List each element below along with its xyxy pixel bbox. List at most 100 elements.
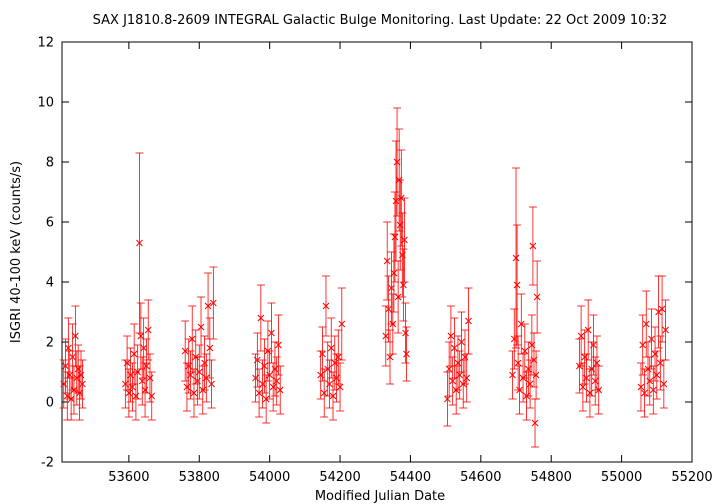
data-point (523, 392, 530, 400)
data-point (517, 320, 525, 328)
data-point (264, 347, 272, 355)
data-point (188, 335, 196, 343)
data-point (516, 386, 523, 394)
data-point (396, 221, 404, 229)
data-point (458, 338, 465, 346)
data-point (127, 371, 134, 379)
data-point (140, 344, 148, 352)
data-point (519, 374, 527, 382)
data-point (395, 176, 403, 184)
data-point (334, 353, 342, 361)
data-point (532, 371, 540, 379)
data-point (649, 386, 657, 394)
data-point (327, 344, 335, 352)
data-point (510, 335, 518, 343)
data-point (509, 371, 516, 379)
axis-ticks: 53600 53800 54000 54200 54400 54600 54800 55000… (37, 36, 712, 486)
data-point (181, 347, 189, 355)
x-tick-label: 53600 (108, 470, 149, 485)
data-point (463, 374, 471, 382)
data-point (199, 386, 207, 394)
y-tick-label: -2 (41, 456, 54, 471)
data-point (269, 383, 277, 391)
data-point (326, 380, 333, 388)
y-tick-label: 10 (37, 96, 54, 111)
data-point (276, 386, 284, 394)
x-tick-label: 54000 (249, 470, 290, 485)
data-point (125, 389, 133, 397)
y-tick-label: 8 (46, 156, 54, 171)
data-point (451, 344, 458, 352)
data-point (146, 374, 154, 382)
data-point (524, 365, 532, 373)
x-tick-label: 55200 (671, 470, 712, 485)
data-point (129, 383, 136, 391)
data-point (639, 341, 647, 349)
data-point (644, 365, 652, 373)
data-point (320, 389, 328, 397)
data-point (658, 305, 666, 313)
data-point (137, 332, 145, 340)
data-point (595, 386, 603, 394)
data-point (526, 380, 534, 388)
data-point (577, 332, 585, 340)
data-point (252, 374, 259, 382)
data-point (63, 392, 71, 400)
data-point (73, 374, 81, 382)
data-point (67, 395, 75, 403)
data-point (459, 380, 467, 388)
data-point (449, 377, 457, 385)
y-tick-label: 12 (37, 36, 54, 51)
data-point (382, 332, 390, 340)
data-point (576, 362, 583, 370)
y-tick-label: 6 (46, 216, 54, 231)
data-point (528, 341, 536, 349)
data-point (400, 281, 407, 289)
data-point (447, 332, 455, 340)
data-point (521, 347, 529, 355)
data-point (513, 281, 521, 289)
data-point (275, 341, 282, 349)
data-point (394, 293, 402, 301)
data-point (121, 380, 129, 388)
data-point (209, 299, 217, 307)
data-point (76, 389, 83, 397)
y-tick-label: 2 (46, 336, 54, 351)
data-point (62, 362, 69, 370)
data-point (266, 371, 274, 379)
data-point (403, 350, 410, 358)
data-point (402, 329, 409, 337)
data-point (144, 326, 152, 334)
data-point (324, 365, 332, 373)
data-point (138, 377, 146, 385)
data-point (637, 383, 645, 391)
data-point (514, 359, 522, 367)
data-point (401, 236, 408, 244)
data-point (531, 419, 539, 427)
data-point (317, 371, 325, 379)
data-point (130, 350, 138, 358)
data-point (392, 197, 400, 205)
data-point (70, 386, 78, 394)
data-point (74, 365, 82, 373)
data-point (338, 320, 346, 328)
data-point (445, 365, 453, 373)
data-point (329, 392, 337, 400)
x-axis-label: Modified Julian Date (315, 489, 445, 504)
data-point (454, 359, 462, 367)
data-point (391, 233, 399, 241)
y-tick-label: 0 (46, 396, 54, 411)
data-point (336, 383, 344, 391)
data-point (72, 332, 79, 340)
data-point (579, 383, 587, 391)
data-point (194, 377, 201, 385)
data-point (646, 377, 654, 385)
chart-title: SAX J1810.8-2609 INTEGRAL Galactic Bulge… (93, 13, 668, 28)
data-point (77, 371, 85, 379)
data-point (388, 284, 395, 292)
data-point (662, 326, 669, 334)
data-point (195, 368, 203, 376)
data-point (529, 242, 537, 250)
